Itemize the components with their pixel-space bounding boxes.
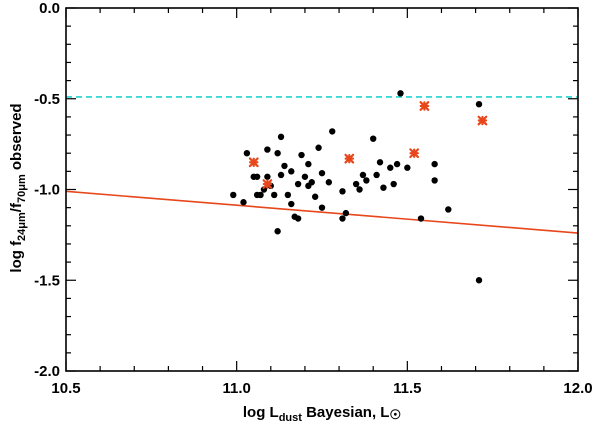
data-point xyxy=(404,164,411,171)
data-point xyxy=(288,200,295,208)
data-point xyxy=(294,180,302,188)
data-point xyxy=(339,188,346,195)
data-point xyxy=(380,184,387,191)
x-tick-label: 10.5 xyxy=(51,380,80,397)
y-tick-label: -1.5 xyxy=(34,272,60,289)
highlighted-point xyxy=(419,101,430,111)
y-tick-label: -1.0 xyxy=(34,182,60,199)
data-point xyxy=(363,177,370,184)
data-point xyxy=(301,173,309,180)
data-point xyxy=(288,168,295,175)
data-point xyxy=(308,179,315,186)
data-point xyxy=(339,215,346,222)
data-point xyxy=(264,173,271,180)
data-point xyxy=(431,177,438,184)
x-tick-labels: 10.5 11.0 11.5 12.0 xyxy=(51,380,592,397)
data-point xyxy=(298,151,305,159)
data-point xyxy=(318,204,326,211)
data-point xyxy=(260,186,268,193)
data-point xyxy=(393,160,401,168)
data-point xyxy=(352,180,360,188)
data-point xyxy=(277,133,285,141)
data-point xyxy=(387,164,394,171)
data-point xyxy=(240,199,247,206)
x-axis-title: log Ldust Bayesian, L☉ xyxy=(243,404,401,424)
highlighted-point xyxy=(344,153,355,164)
data-point xyxy=(475,277,483,284)
data-point xyxy=(274,228,281,235)
data-point xyxy=(264,146,271,153)
data-point xyxy=(431,160,438,168)
data-point xyxy=(475,100,483,108)
data-point xyxy=(417,215,425,222)
data-point xyxy=(359,171,367,179)
data-point xyxy=(329,128,336,135)
data-point xyxy=(305,160,312,168)
data-point xyxy=(274,150,281,157)
data-point xyxy=(284,191,292,199)
data-point xyxy=(277,171,285,179)
data-point xyxy=(230,191,237,199)
data-point xyxy=(281,162,288,170)
y-axis-title: log f24μm/f70μm observed xyxy=(8,103,28,272)
plot-frame xyxy=(65,7,579,372)
fit-line xyxy=(65,190,579,234)
data-point xyxy=(257,191,264,199)
data-points xyxy=(230,90,483,284)
x-tick-label: 11.0 xyxy=(222,380,250,397)
highlighted-points xyxy=(248,101,488,189)
data-point xyxy=(370,135,377,142)
data-point xyxy=(390,180,397,188)
axis-ticks xyxy=(65,7,579,372)
data-point xyxy=(356,186,363,193)
y-tick-label: 0.0 xyxy=(39,0,60,17)
data-point xyxy=(294,215,302,222)
data-point xyxy=(373,171,380,179)
highlighted-point xyxy=(477,115,488,126)
data-point xyxy=(311,193,319,200)
highlighted-point xyxy=(409,148,420,159)
highlighted-point xyxy=(262,179,273,189)
x-tick-label: 12.0 xyxy=(563,380,592,397)
data-point xyxy=(376,159,384,166)
data-point xyxy=(342,209,350,217)
reference-lines xyxy=(65,96,579,234)
data-point xyxy=(397,90,404,97)
y-tick-label: -0.5 xyxy=(34,91,60,108)
data-point xyxy=(325,179,333,186)
y-tick-labels: 0.0 -0.5 -1.0 -1.5 -2.0 xyxy=(34,0,60,380)
data-point xyxy=(318,169,326,177)
data-point xyxy=(271,191,278,199)
data-point xyxy=(253,173,261,180)
data-point xyxy=(243,150,251,157)
y-tick-label: -2.0 xyxy=(34,363,60,380)
x-tick-label: 11.5 xyxy=(393,380,421,397)
data-point xyxy=(315,144,322,151)
highlighted-point xyxy=(248,157,259,168)
data-point xyxy=(445,206,452,213)
